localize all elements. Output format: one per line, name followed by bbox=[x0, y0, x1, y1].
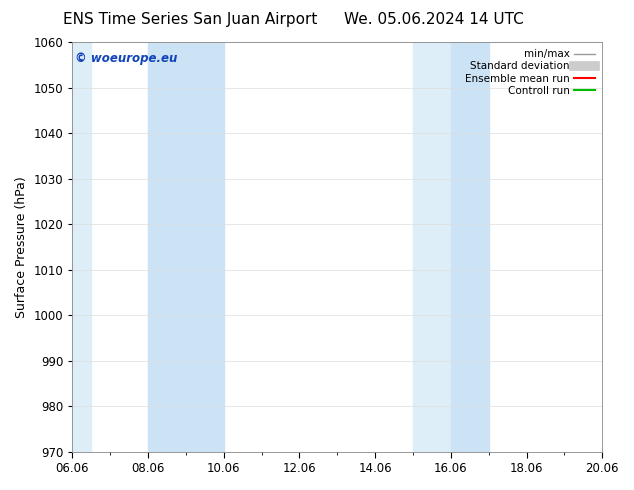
Text: ENS Time Series San Juan Airport: ENS Time Series San Juan Airport bbox=[63, 12, 318, 27]
Y-axis label: Surface Pressure (hPa): Surface Pressure (hPa) bbox=[15, 176, 28, 318]
Text: We. 05.06.2024 14 UTC: We. 05.06.2024 14 UTC bbox=[344, 12, 524, 27]
Bar bbox=[148, 42, 224, 452]
Legend: min/max, Standard deviation, Ensemble mean run, Controll run: min/max, Standard deviation, Ensemble me… bbox=[463, 47, 597, 98]
Bar bbox=[413, 42, 451, 452]
Bar bbox=[451, 42, 489, 452]
Bar bbox=[72, 42, 91, 452]
Text: © woeurope.eu: © woeurope.eu bbox=[75, 52, 178, 65]
